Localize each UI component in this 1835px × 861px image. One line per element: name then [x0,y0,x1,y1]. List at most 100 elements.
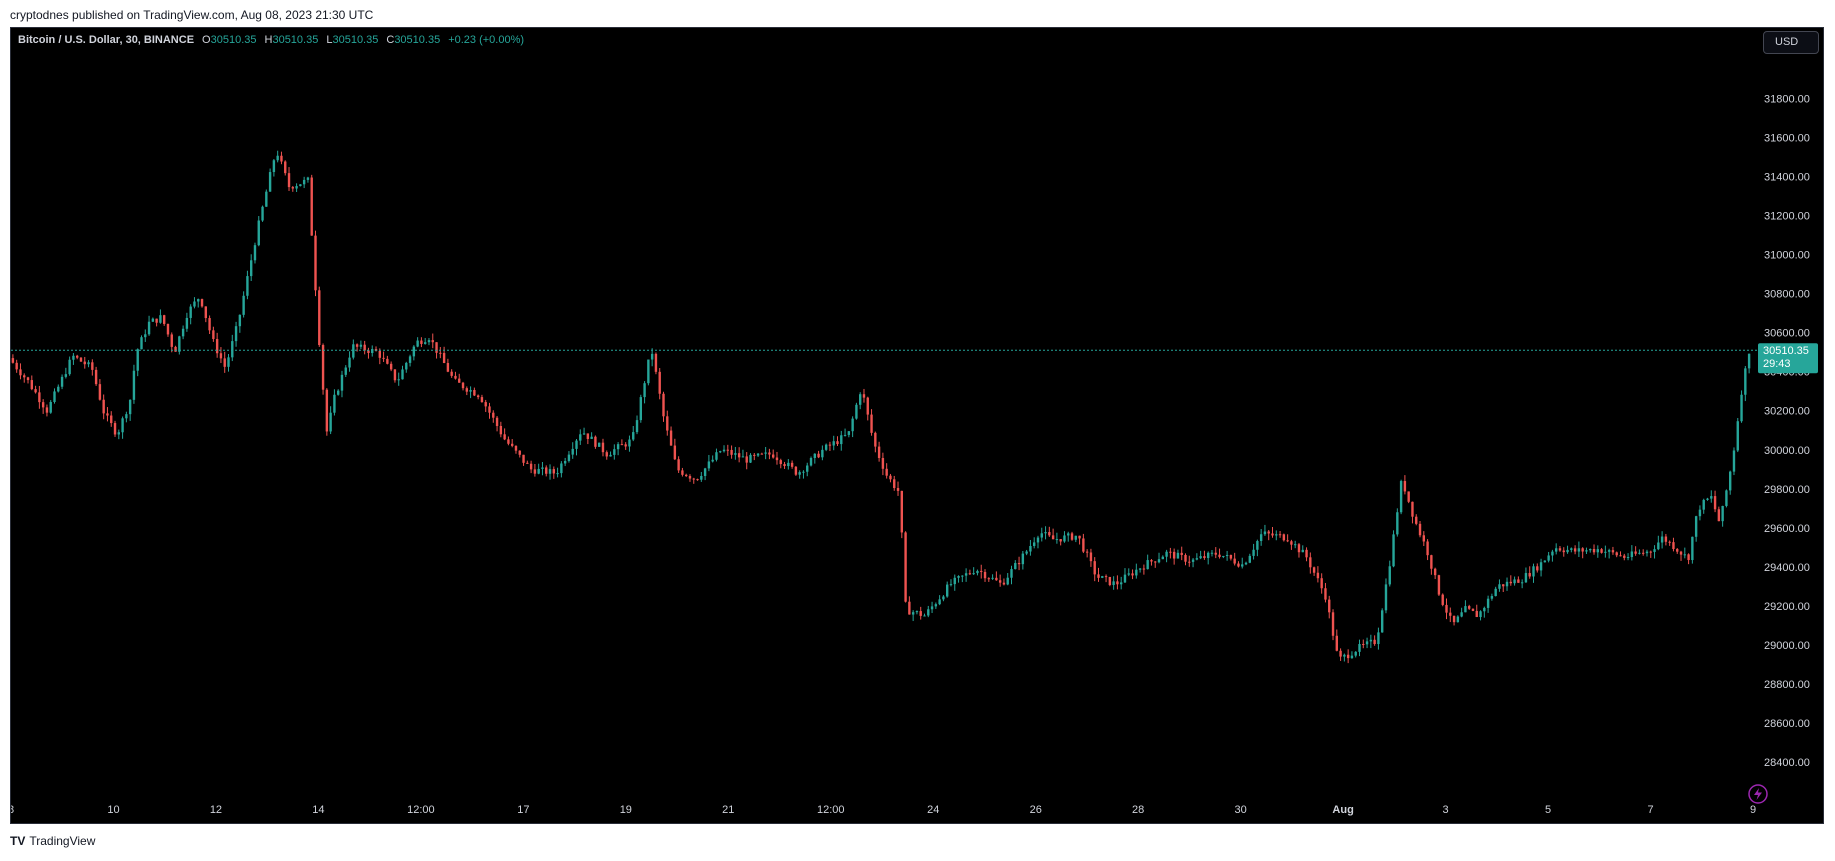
candle-body [253,245,257,261]
candle-body [1407,491,1410,502]
candle-body [1044,532,1047,534]
candle-body [968,573,972,575]
x-tick-label: 14 [312,804,324,816]
candle-body [650,353,654,360]
candle-body [964,573,968,576]
candle-body [200,299,204,307]
candle-body [11,358,15,363]
candle-body [594,436,597,447]
currency-button[interactable]: USD [1763,31,1819,54]
candle-body [1150,560,1153,562]
candle-body [911,612,915,615]
candle-body [1218,554,1221,557]
candle-body [1449,612,1452,616]
symbol-title[interactable]: Bitcoin / U.S. Dollar, 30, BINANCE [18,34,195,46]
candle-body [257,220,260,246]
candle-body [1732,450,1736,472]
candle-body [1532,566,1535,577]
candle-body [1203,556,1206,559]
candle-body [552,469,556,474]
candle-body [749,454,752,463]
candle-body [1210,552,1214,554]
candlestick-chart[interactable]: 31800.00 31600.00 31400.00 31200.00 31000.00… [11,28,1824,824]
candle-body [586,433,590,439]
candle-body [408,356,412,363]
candle-body [378,350,382,358]
candle-body [790,462,794,467]
candle-body [72,355,75,360]
candle-body [223,358,226,367]
candle-body [1312,567,1316,573]
candle-body [1074,535,1078,540]
candle-body [1441,594,1444,605]
candle-body [1233,558,1236,564]
candle-body [666,416,669,431]
candle-body [862,394,866,398]
candle-body [1713,496,1717,510]
candle-body [737,453,741,458]
candle-body [1672,542,1675,550]
candle-body [1570,548,1573,550]
candle-body [787,462,790,467]
candle-body [1373,639,1376,645]
candle-body [1502,584,1505,587]
candle-body [541,467,544,469]
candle-body [1676,549,1679,552]
candle-body [548,469,552,474]
candle-body [605,452,608,457]
candle-body [1649,551,1652,553]
candle-body [363,344,366,351]
candle-body [1328,599,1331,613]
footer: TV TradingView [10,834,95,848]
candle-body [178,336,181,352]
candle-body [1539,562,1543,571]
candle-body [1199,556,1202,559]
lightning-icon[interactable] [1748,784,1768,804]
candle-body [507,439,510,444]
y-tick-label: 28400.00 [1764,757,1810,769]
candle-body [1138,568,1142,570]
candle-body [125,414,128,419]
candle-body [1184,554,1187,562]
candle-body [647,359,650,384]
x-tick-label: 26 [1030,804,1042,816]
candle-body [1479,611,1482,618]
candle-body [1229,555,1233,559]
candle-body [741,456,745,458]
candle-body [927,609,930,616]
candle-body [431,340,434,343]
chart-area[interactable]: 31800.00 31600.00 31400.00 31200.00 31000.00… [10,27,1824,824]
candle-body [847,431,851,435]
candle-body [987,578,991,580]
candle-body [877,446,881,459]
candle-body [1063,535,1066,542]
candle-body [938,599,941,605]
candle-body [858,394,862,405]
candle-body [658,371,661,394]
candle-body [1002,582,1006,585]
candle-body [662,393,665,417]
candle-body [942,596,945,600]
x-tick-label: 24 [927,804,939,816]
candle-body [45,407,49,413]
candle-body [1683,554,1687,556]
candle-body [1600,549,1603,553]
candle-body [949,584,953,586]
candle-body [329,412,332,432]
candle-body [30,380,34,390]
time-axis[interactable]: 8 10 12 14 12:00 17 19 21 12:00 24 26 28 30 Aug 3 5 7 9 [11,804,1756,816]
candle-body [983,571,987,579]
candle-body [1392,534,1395,567]
x-tick-label: 17 [517,804,529,816]
candle-body [1237,563,1240,567]
candle-body [1509,581,1513,584]
candle-body [113,423,117,435]
candle-body [197,299,200,302]
x-tick-label: 5 [1545,804,1551,816]
candle-body [526,462,529,464]
candle-body [423,342,427,344]
price-axis[interactable]: 31800.00 31600.00 31400.00 31200.00 31000.00… [1764,94,1810,769]
candle-body [1358,644,1361,652]
candle-body [730,449,733,455]
candle-body [1324,588,1327,600]
